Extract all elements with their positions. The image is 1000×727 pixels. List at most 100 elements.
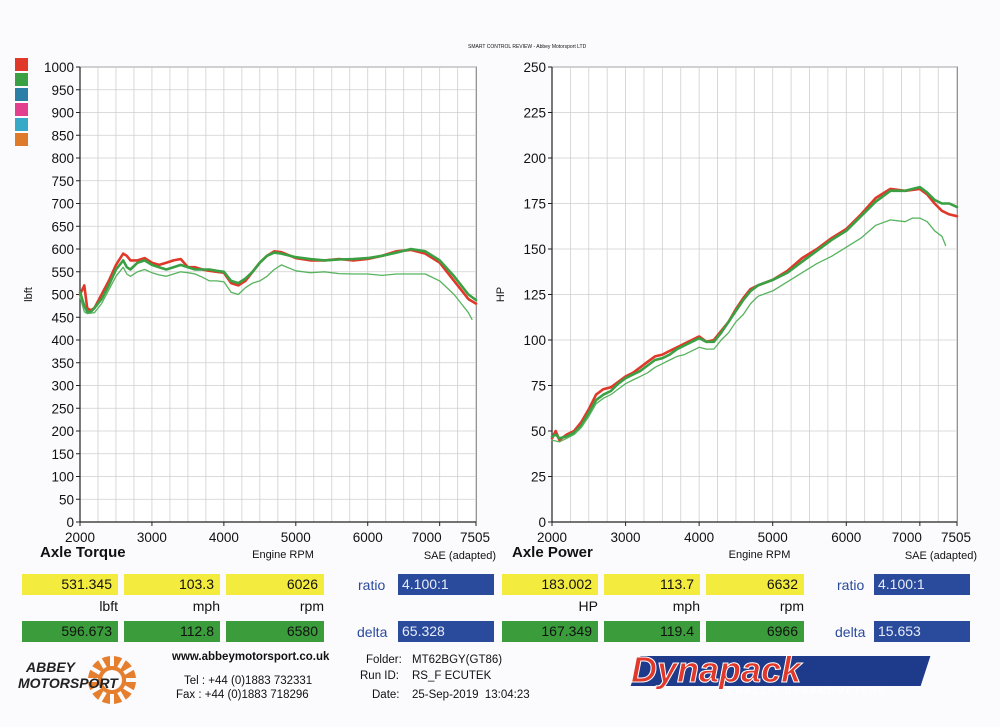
torque-xlabel: Engine RPM — [252, 549, 314, 561]
legend-swatch-pink — [15, 103, 28, 116]
torque-ytick-label: 300 — [51, 379, 74, 394]
torque-chart: 0 50 100 150 200 250 300 350 400 450 500 550 600 650 7… — [23, 60, 496, 562]
brand-subtitle: CHASSIS DYNAMOMETERS — [727, 686, 886, 696]
power-series-line-3 — [551, 217, 947, 443]
runid-value: RS_F ECUTEK — [412, 670, 492, 682]
torque-ytick-label: 750 — [51, 174, 74, 189]
torque-unit-rpm: rpm — [299, 598, 324, 614]
torque-ytick-label: 150 — [51, 447, 74, 462]
power-ratio-label: ratio — [837, 577, 865, 593]
power-delta-value: 15.653 — [874, 621, 970, 642]
torque-rpm-2: 6580 — [226, 621, 324, 642]
power-ylabel: HP — [495, 287, 507, 302]
torque-mph-2: 112.8 — [124, 621, 220, 642]
torque-series-line-2 — [78, 247, 478, 314]
power-xtick-label: 3000 — [611, 530, 641, 545]
torque-series-line-3 — [79, 264, 473, 321]
power-series-line-2 — [550, 185, 959, 440]
torque-unit-lbft: lbft — [99, 598, 118, 614]
torque-ytick-label: 500 — [51, 288, 74, 303]
torque-unit-mph: mph — [192, 598, 220, 614]
logo-line2: MOTORSPORT — [18, 675, 119, 691]
torque-xtick-label: 2000 — [65, 530, 95, 545]
torque-ytick-label: 1000 — [44, 60, 74, 75]
torque-note: SAE (adapted) — [424, 550, 496, 562]
torque-ytick-label: 400 — [51, 333, 74, 348]
power-ytick-label: 100 — [523, 333, 546, 348]
torque-mph-1: 103.3 — [124, 574, 220, 595]
torque-ytick-label: 950 — [51, 83, 74, 98]
power-ytick-label: 75 — [531, 379, 546, 394]
torque-xtick-label: 7505 — [460, 530, 490, 545]
runid-label: Run ID: — [360, 670, 399, 682]
torque-ytick-label: 450 — [51, 310, 74, 325]
power-ytick-label: 175 — [523, 197, 546, 212]
legend-swatch-orange — [15, 133, 28, 146]
torque-ytick-label: 900 — [51, 106, 74, 121]
website-text: www.abbeymotorsport.co.uk — [172, 651, 330, 663]
torque-ytick-label: 700 — [51, 197, 74, 212]
power-title: Axle Power — [512, 544, 593, 561]
power-mph-2: 119.4 — [604, 621, 700, 642]
torque-xtick-label: 3000 — [137, 530, 167, 545]
torque-ytick-label: 250 — [51, 401, 74, 416]
torque-ylabel: lbft — [23, 287, 35, 302]
torque-xtick-label: 4000 — [209, 530, 239, 545]
torque-ytick-label: 0 — [66, 515, 74, 530]
power-unit-hp: HP — [578, 598, 598, 614]
folder-value: MT62BGY(GT86) — [412, 654, 503, 666]
torque-ratio-value: 4.100:1 — [398, 574, 494, 595]
power-rpm-2: 6966 — [706, 621, 804, 642]
power-ytick-label: 225 — [523, 106, 546, 121]
torque-ytick-label: 50 — [59, 492, 74, 507]
torque-delta-value: 65.328 — [398, 621, 494, 642]
legend-swatch-cyan — [15, 118, 28, 131]
power-ytick-label: 125 — [523, 288, 546, 303]
power-unit-rpm: rpm — [779, 598, 804, 614]
date-label: Date: — [372, 689, 400, 701]
power-ytick-label: 150 — [523, 242, 546, 257]
folder-label: Folder: — [366, 654, 402, 666]
torque-xtick-label: 6000 — [353, 530, 383, 545]
power-rpm-1: 6632 — [706, 574, 804, 595]
torque-ytick-label: 550 — [51, 265, 74, 280]
power-xtick-label: 4000 — [684, 530, 714, 545]
torque-value-2: 596.673 — [22, 621, 118, 642]
legend-swatch-blue — [15, 88, 28, 101]
abbey-motorsport-logo: ABBEY MOTORSPORT — [18, 654, 138, 706]
power-xlabel: Engine RPM — [729, 549, 791, 561]
torque-ytick-label: 100 — [51, 470, 74, 485]
power-value-1: 183.002 — [502, 574, 598, 595]
power-ratio-value: 4.100:1 — [874, 574, 970, 595]
torque-value-1: 531.345 — [22, 574, 118, 595]
tel-text: Tel : +44 (0)1883 732331 — [184, 675, 313, 687]
fax-text: Fax : +44 (0)1883 718296 — [176, 689, 309, 701]
torque-title: Axle Torque — [40, 544, 126, 561]
power-value-2: 167.349 — [502, 621, 598, 642]
legend-swatch-green — [15, 73, 28, 86]
torque-ytick-label: 350 — [51, 356, 74, 371]
power-xtick-label: 6000 — [831, 530, 861, 545]
header-small-title: SMART CONTROL REVIEW - Abbey Motorsport … — [468, 44, 587, 50]
date-value: 25-Sep-2019 13:04:23 — [412, 689, 530, 701]
torque-ytick-label: 850 — [51, 128, 74, 143]
power-xtick-label: 2000 — [537, 530, 567, 545]
power-xtick-label: 5000 — [758, 530, 788, 545]
dyno-charts: 0501001502002503003504004505005506006507… — [23, 60, 977, 562]
power-xtick-label: 7000 — [892, 530, 922, 545]
torque-ytick-label: 200 — [51, 424, 74, 439]
power-ytick-label: 25 — [531, 470, 546, 485]
torque-ytick-label: 800 — [51, 151, 74, 166]
torque-xtick-label: 5000 — [281, 530, 311, 545]
power-note: SAE (adapted) — [905, 550, 977, 562]
power-ytick-label: 50 — [531, 424, 546, 439]
torque-delta-label: delta — [357, 624, 388, 640]
logo-line1: ABBEY — [25, 659, 77, 675]
brand-name: Dynapack — [631, 649, 803, 690]
power-ytick-label: 0 — [538, 515, 546, 530]
power-ytick-label: 250 — [523, 60, 546, 75]
dynapack-logo: Dynapack CHASSIS DYNAMOMETERS — [631, 649, 931, 696]
power-xtick-label: 7505 — [941, 530, 971, 545]
torque-ratio-label: ratio — [358, 577, 386, 593]
